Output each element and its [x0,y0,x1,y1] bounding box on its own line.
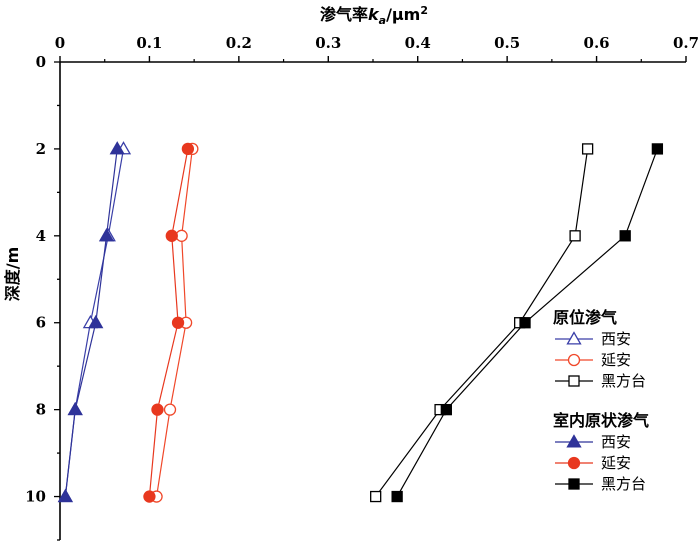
data-point [165,229,178,242]
data-point [519,317,531,329]
y-tick-label: 4 [36,227,46,245]
data-point [181,142,195,156]
legend-label: 西安 [601,330,631,348]
x-tick-label: 0.4 [405,34,431,52]
x-tick-label: 0.2 [226,34,252,52]
legend-group-title: 原位渗气 [553,308,617,327]
legend-group-title: 室内原状渗气 [553,411,649,430]
data-point [619,230,631,242]
legend-label: 西安 [601,433,631,451]
data-point [98,228,115,242]
legend-marker [567,353,581,367]
data-point [88,314,104,329]
legend-label: 延安 [601,454,631,472]
data-point [391,490,403,503]
y-tick-label: 6 [36,314,46,332]
x-tick-label: 0 [55,34,65,52]
legend-marker [566,434,582,448]
legend-marker [568,375,580,387]
legend-label: 黑方台 [601,372,646,390]
plot-area: 0 0.1 0.2 0.3 0.4 0.5 0.6 0.7 0 2 4 6 8 10 [25,34,699,541]
x-tick-label: 0.1 [136,34,162,52]
legend-label: 延安 [601,351,631,369]
data-point [143,490,156,503]
x-tick-label: 0.6 [584,34,610,52]
y-tick-label: 8 [36,401,46,419]
data-point [370,490,382,503]
legend-marker [567,456,581,470]
data-point [171,316,185,329]
y-axis-title: 深度/m [3,247,22,302]
x-tick-label: 0.3 [315,34,341,52]
legend-marker [566,331,582,345]
x-axis-title: 渗气率ka/μm2 [320,4,428,27]
data-point [569,230,581,242]
data-point [581,143,594,155]
x-tick-label: 0.5 [494,34,520,52]
legend-label: 黑方台 [601,475,646,493]
legend-marker [568,478,580,490]
data-point [151,403,164,416]
data-point [163,403,177,416]
y-tick-label: 2 [36,140,46,158]
data-point [57,488,73,503]
y-tick-label: 0 [36,53,46,71]
data-point [109,141,125,155]
y-tick-label: 10 [25,488,46,506]
x-tick-label: 0.7 [673,34,699,52]
data-point [67,401,83,416]
data-point [440,403,452,416]
data-point [651,143,664,155]
